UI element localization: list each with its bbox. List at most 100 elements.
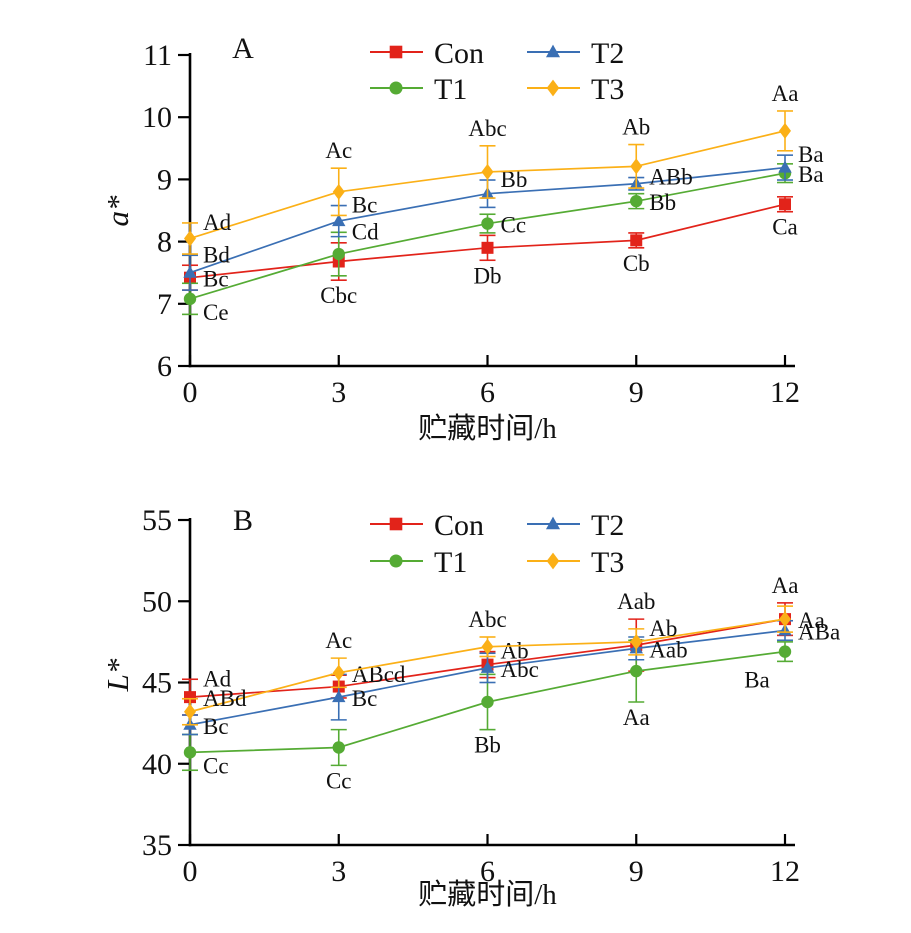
- point-label: Abc: [468, 116, 506, 141]
- point-label: Ad: [203, 210, 232, 235]
- legend-item-Con: Con: [370, 509, 484, 542]
- marker-square: [184, 691, 196, 704]
- y-tick-label: 50: [142, 585, 172, 618]
- y-tick-label: 55: [142, 504, 172, 537]
- y-tick-label: 45: [142, 667, 172, 700]
- legend-item-T2: T2: [527, 37, 624, 70]
- marker-diamond: [546, 79, 560, 97]
- y-axis-label: L*: [100, 658, 135, 692]
- y-tick-label: 8: [157, 226, 172, 259]
- point-label: Cc: [326, 768, 352, 793]
- point-label: Bc: [352, 193, 378, 218]
- series-T3: Ad Ac Abc Ab Aa: [182, 81, 799, 255]
- marker-diamond: [481, 163, 494, 180]
- marker-square: [779, 198, 791, 211]
- point-label: Bc: [203, 267, 229, 292]
- marker-triangle: [545, 44, 561, 58]
- legend-label: T3: [591, 73, 624, 106]
- point-label: ABa: [798, 620, 840, 645]
- x-tick-label: 0: [183, 855, 198, 888]
- point-label: ABb: [649, 165, 692, 190]
- marker-square: [389, 45, 403, 59]
- x-axis-label: 贮藏时间/h: [418, 878, 557, 911]
- point-label: Cb: [623, 251, 650, 276]
- marker-triangle: [332, 214, 346, 227]
- legend: Con T1 T2 T3: [370, 509, 624, 579]
- point-label: Ad: [203, 666, 232, 691]
- marker-triangle: [480, 660, 495, 673]
- point-label: Cbc: [320, 283, 357, 308]
- marker-diamond: [184, 230, 196, 247]
- marker-diamond: [332, 664, 345, 681]
- point-label: Abc: [468, 607, 506, 632]
- marker-circle: [332, 247, 345, 261]
- point-label: Ab: [649, 616, 677, 641]
- legend-label: T2: [591, 509, 624, 542]
- marker-circle: [183, 746, 197, 759]
- axes: [178, 53, 795, 368]
- legend-item-T3: T3: [527, 73, 624, 106]
- marker-diamond: [779, 122, 791, 139]
- point-label: Ac: [325, 138, 352, 163]
- point-label: Bb: [649, 190, 676, 215]
- panel-B: 35 40 45 50 55 0 3 6 9 12 B 贮藏时间/h L* Con T1 T2 T3 Ad ABcd…: [0, 466, 911, 933]
- panel-title: A: [232, 32, 254, 65]
- x-axis-label: 贮藏时间/h: [418, 412, 557, 445]
- marker-triangle: [778, 160, 792, 173]
- marker-circle: [332, 741, 345, 754]
- y-tick-label: 35: [142, 829, 172, 862]
- legend-item-T1: T1: [370, 546, 467, 579]
- marker-circle: [389, 554, 403, 568]
- panel-A: 6 7 8 9 10 11 0 3 6 9 12 A 贮藏时间/h a* Con T1 T2 T3 Bc Cbc Db C…: [0, 0, 911, 466]
- marker-diamond: [630, 158, 643, 175]
- point-label: Ba: [744, 667, 770, 692]
- x-tick-label: 9: [629, 855, 644, 888]
- point-label: Ca: [772, 215, 798, 240]
- legend-label: T2: [591, 37, 624, 70]
- panel-title: B: [233, 504, 253, 537]
- marker-diamond: [184, 703, 196, 720]
- x-tick-label: 0: [183, 376, 198, 409]
- point-label: Cc: [203, 753, 229, 778]
- point-label: Aab: [649, 637, 687, 662]
- legend-item-T2: T2: [527, 509, 624, 542]
- x-tick-label: 12: [770, 376, 800, 409]
- y-axis-label: a*: [100, 195, 135, 227]
- legend-label: T3: [591, 546, 624, 579]
- marker-square: [389, 517, 403, 531]
- legend-item-T1: T1: [370, 73, 467, 106]
- point-label: Cd: [352, 219, 379, 244]
- marker-square: [481, 241, 494, 254]
- y-tick-label: 9: [157, 163, 172, 196]
- series-Con: Bc Cbc Db Cb Ca: [182, 196, 798, 308]
- marker-square: [630, 234, 643, 247]
- point-label: Bb: [474, 733, 501, 758]
- x-tick-label: 6: [480, 855, 495, 888]
- x-tick-label: 3: [331, 376, 346, 409]
- point-label: Aab: [617, 589, 655, 614]
- x-tick-label: 3: [331, 855, 346, 888]
- series-T2: Bc Bc Abc Aab ABa: [182, 620, 840, 739]
- y-tick-label: 6: [157, 350, 172, 383]
- series-T1: Cc Cc Bb Aa Ba: [182, 639, 793, 793]
- point-label: Bc: [352, 686, 378, 711]
- x-tick-label: 12: [770, 855, 800, 888]
- marker-triangle: [183, 265, 197, 278]
- marker-circle: [481, 695, 494, 709]
- y-tick-label: 10: [142, 101, 172, 134]
- marker-circle: [389, 81, 403, 95]
- point-label: Ac: [325, 628, 352, 653]
- y-tick-label: 11: [143, 39, 172, 72]
- point-label: Db: [473, 263, 501, 288]
- marker-circle: [778, 645, 792, 658]
- point-label: Ce: [203, 300, 229, 325]
- point-label: Aa: [772, 573, 799, 598]
- marker-circle: [630, 664, 643, 678]
- point-label: Aa: [772, 81, 799, 106]
